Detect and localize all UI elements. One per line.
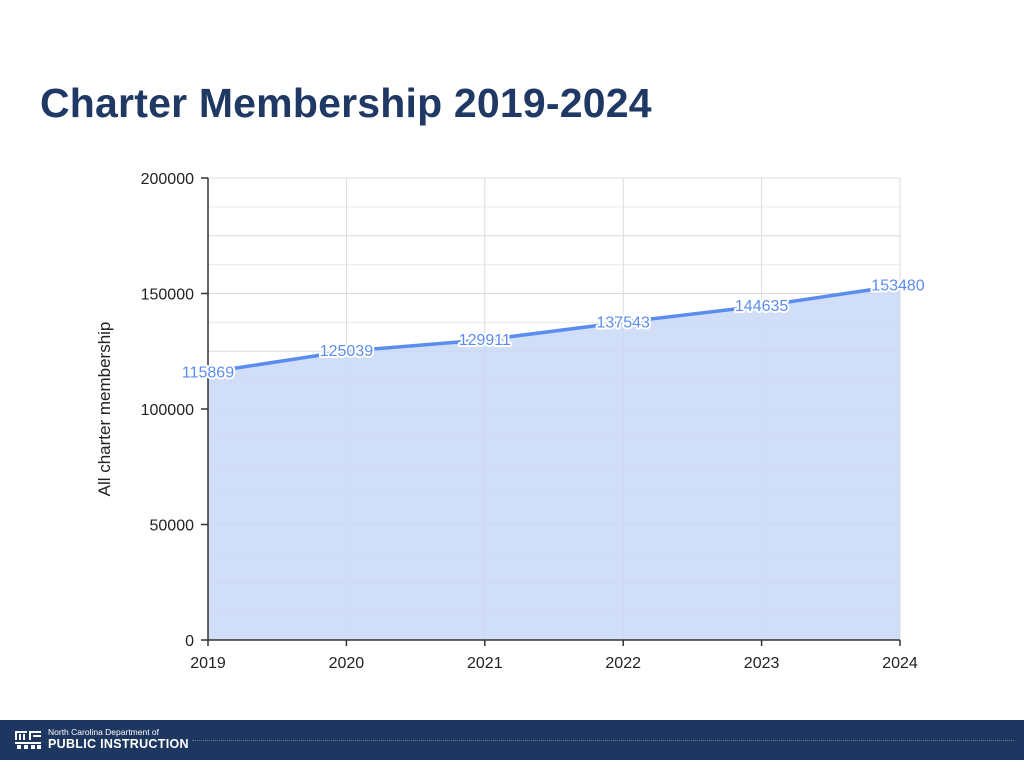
y-tick-label: 100000 — [141, 402, 194, 419]
data-label-halo: 144635 — [735, 298, 788, 315]
data-label: 115869 — [182, 364, 234, 381]
area-chart: 200000 150000 100000 50000 0 2019 2020 2021 2022… — [95, 171, 927, 672]
y-tick-label: 150000 — [141, 287, 194, 304]
footer-org-line2: PUBLIC INSTRUCTION — [48, 737, 189, 751]
footer-divider — [192, 740, 1014, 741]
chart-axes: 200000 150000 100000 50000 0 2019 2020 2021 2022… — [141, 171, 918, 672]
series-line — [207, 283, 901, 375]
footer-org-line1: North Carolina Department of — [48, 727, 160, 737]
x-tick-label: 2023 — [744, 655, 780, 672]
data-label: 129911 — [459, 332, 511, 349]
y-tick-label: 200000 — [141, 171, 194, 188]
bottom-strip — [0, 760, 1024, 774]
data-label-halo: 115869 — [182, 364, 234, 381]
x-tick-label: 2019 — [190, 655, 226, 672]
data-label-halo: 137543 — [597, 314, 650, 331]
y-tick-label: 0 — [185, 633, 194, 650]
y-axis-label: All charter membership — [95, 322, 114, 497]
data-labels: 1158691158691250391250391299111299111375… — [180, 275, 927, 383]
page-title: Charter Membership 2019-2024 — [40, 80, 652, 126]
data-label: 125039 — [320, 343, 373, 360]
x-tick-label: 2021 — [467, 655, 503, 672]
x-tick-label: 2022 — [605, 655, 641, 672]
x-tick-label: 2024 — [882, 655, 918, 672]
data-label: 137543 — [597, 314, 650, 331]
ncdpi-logo-icon — [15, 731, 41, 749]
y-tick-label: 50000 — [150, 518, 195, 535]
data-label: 144635 — [735, 298, 788, 315]
series-area-fill — [208, 285, 900, 640]
data-label-halo: 153480 — [871, 277, 924, 294]
data-label-halo: 129911 — [459, 332, 511, 349]
data-label-halo: 125039 — [320, 343, 373, 360]
footer-bar: North Carolina Department of PUBLIC INST… — [0, 720, 1024, 760]
data-label: 153480 — [871, 277, 924, 294]
x-tick-label: 2020 — [329, 655, 365, 672]
